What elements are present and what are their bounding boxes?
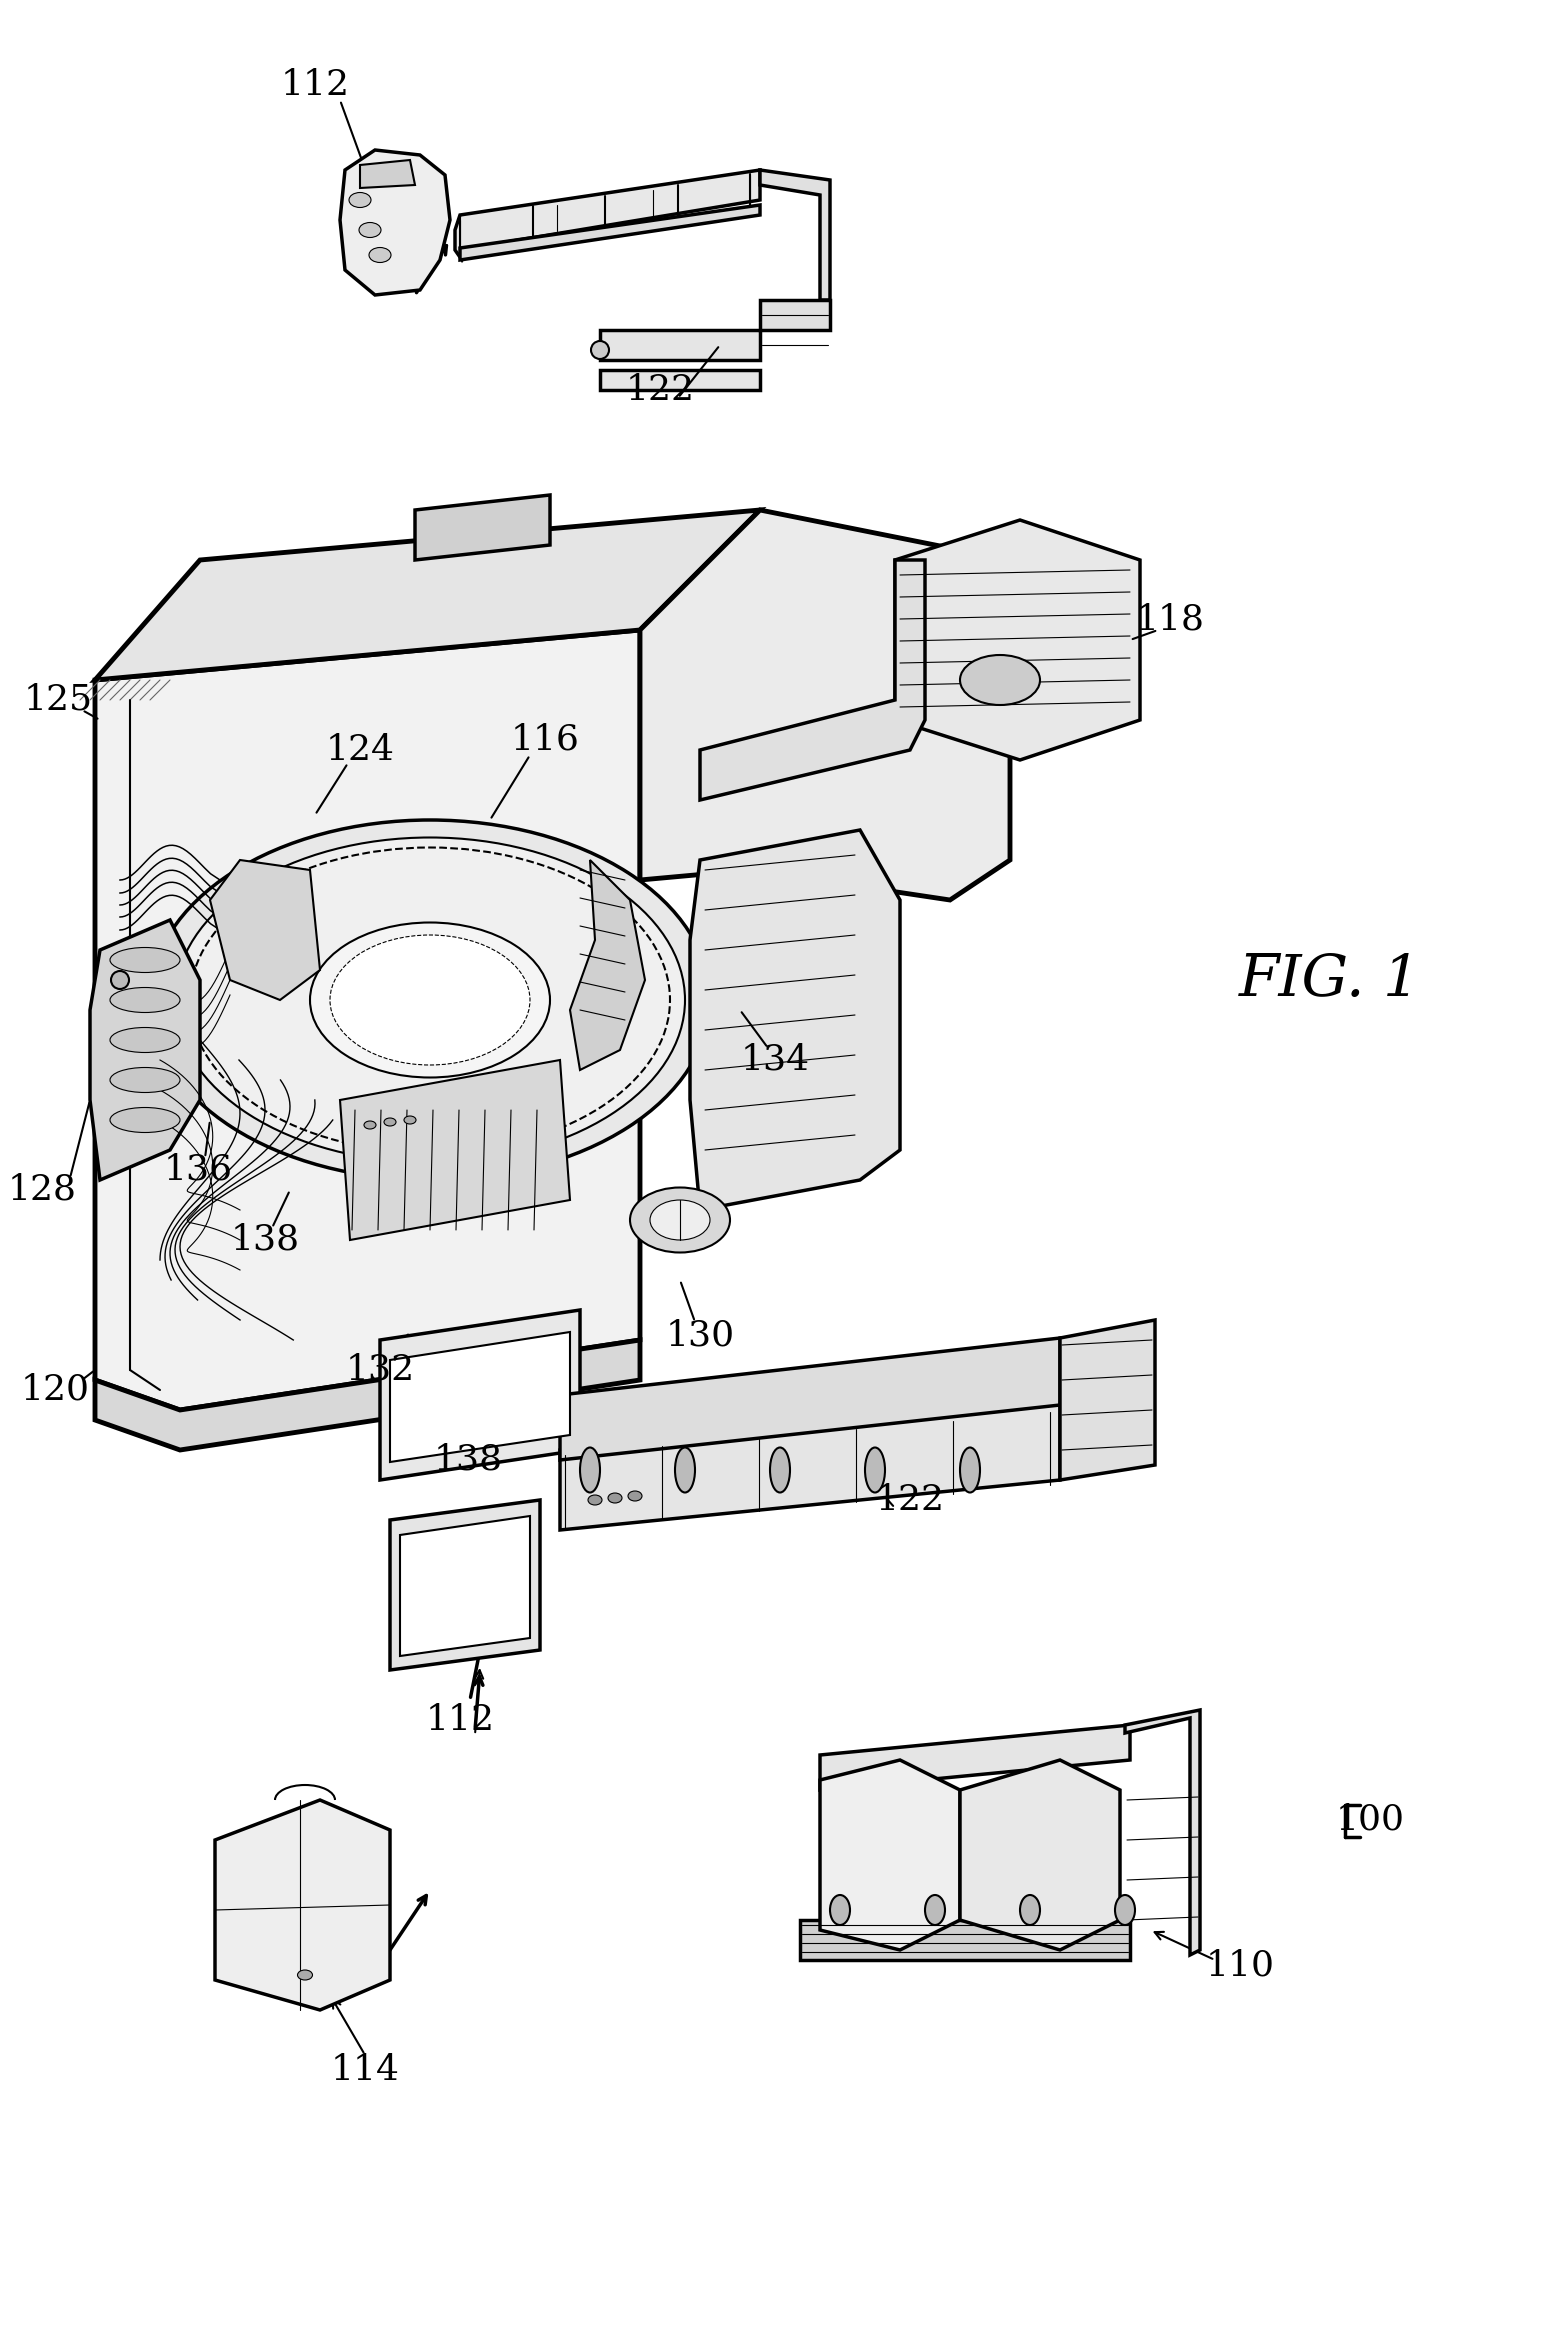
Polygon shape (339, 1059, 569, 1240)
Ellipse shape (769, 1447, 790, 1492)
Text: 138: 138 (433, 1442, 502, 1478)
Ellipse shape (369, 247, 391, 263)
Text: 134: 134 (740, 1043, 810, 1076)
Polygon shape (95, 630, 640, 1409)
Text: 136: 136 (164, 1153, 233, 1186)
Polygon shape (960, 1759, 1120, 1950)
Ellipse shape (830, 1896, 849, 1924)
Polygon shape (801, 1919, 1131, 1959)
Polygon shape (400, 1515, 530, 1656)
Polygon shape (690, 829, 899, 1210)
Polygon shape (455, 169, 760, 261)
Ellipse shape (580, 1447, 601, 1492)
Ellipse shape (310, 923, 551, 1078)
Polygon shape (560, 1400, 1060, 1529)
Ellipse shape (676, 1447, 694, 1492)
Text: 122: 122 (626, 373, 694, 406)
Ellipse shape (591, 341, 608, 359)
Ellipse shape (608, 1494, 622, 1503)
Text: 125: 125 (23, 684, 92, 716)
Ellipse shape (1115, 1896, 1135, 1924)
Polygon shape (640, 510, 1010, 900)
Polygon shape (214, 1799, 389, 2011)
Polygon shape (760, 301, 830, 329)
Ellipse shape (924, 1896, 945, 1924)
Text: 110: 110 (1206, 1947, 1275, 1983)
Polygon shape (95, 1339, 640, 1449)
Ellipse shape (360, 223, 382, 237)
Text: 120: 120 (20, 1374, 89, 1407)
Text: FIG. 1: FIG. 1 (1239, 951, 1422, 1008)
Polygon shape (820, 1724, 1131, 1790)
Ellipse shape (865, 1447, 885, 1492)
Ellipse shape (960, 655, 1040, 705)
Ellipse shape (109, 1066, 180, 1092)
Polygon shape (95, 510, 760, 679)
Polygon shape (895, 519, 1140, 761)
Ellipse shape (330, 935, 530, 1064)
Text: 132: 132 (346, 1353, 414, 1386)
Ellipse shape (364, 1120, 375, 1130)
Polygon shape (414, 496, 551, 559)
Polygon shape (601, 371, 760, 390)
Ellipse shape (109, 1106, 180, 1132)
Polygon shape (460, 204, 760, 261)
Polygon shape (91, 921, 200, 1179)
Text: 118: 118 (1135, 604, 1204, 637)
Polygon shape (339, 150, 450, 296)
Ellipse shape (404, 1116, 416, 1125)
Ellipse shape (297, 1971, 313, 1980)
Polygon shape (389, 1501, 540, 1670)
Polygon shape (760, 169, 830, 301)
Text: 128: 128 (8, 1172, 77, 1207)
Text: 116: 116 (510, 723, 579, 756)
Polygon shape (701, 559, 924, 801)
Ellipse shape (109, 1027, 180, 1052)
Ellipse shape (629, 1492, 641, 1501)
Polygon shape (360, 160, 414, 188)
Ellipse shape (109, 947, 180, 972)
Ellipse shape (651, 1200, 710, 1240)
Ellipse shape (960, 1447, 981, 1492)
Polygon shape (820, 1759, 960, 1950)
Polygon shape (380, 1311, 580, 1480)
Ellipse shape (109, 987, 180, 1012)
Ellipse shape (630, 1189, 730, 1252)
Text: 130: 130 (665, 1318, 735, 1353)
Text: 114: 114 (330, 2053, 399, 2086)
Polygon shape (1125, 1710, 1200, 1954)
Polygon shape (601, 329, 760, 359)
Ellipse shape (349, 193, 371, 207)
Ellipse shape (111, 970, 128, 989)
Ellipse shape (1020, 1896, 1040, 1924)
Ellipse shape (385, 1118, 396, 1125)
Ellipse shape (175, 839, 685, 1163)
Polygon shape (560, 1339, 1060, 1461)
Polygon shape (1060, 1320, 1154, 1480)
Text: 124: 124 (325, 733, 394, 768)
Text: 138: 138 (230, 1224, 300, 1257)
Ellipse shape (588, 1494, 602, 1506)
Ellipse shape (150, 820, 710, 1179)
Text: 112: 112 (280, 68, 349, 101)
Polygon shape (389, 1332, 569, 1461)
Polygon shape (210, 860, 321, 1001)
Text: 100: 100 (1336, 1804, 1404, 1837)
Polygon shape (569, 860, 644, 1071)
Text: 112: 112 (425, 1703, 494, 1736)
Text: 122: 122 (876, 1482, 945, 1517)
